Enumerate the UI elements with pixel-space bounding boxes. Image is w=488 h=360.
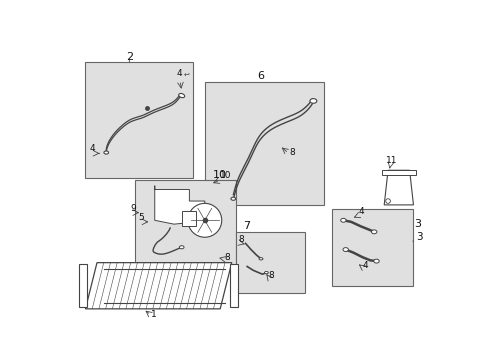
Bar	[182, 211, 195, 226]
Text: 11: 11	[385, 156, 396, 165]
Text: 8: 8	[224, 253, 229, 262]
Ellipse shape	[230, 197, 235, 200]
Bar	[85, 62, 193, 178]
Bar	[235, 232, 305, 293]
Ellipse shape	[373, 259, 378, 263]
Ellipse shape	[309, 99, 316, 103]
Text: 8: 8	[238, 235, 243, 244]
Bar	[381, 170, 415, 175]
Text: 10: 10	[220, 171, 231, 180]
Bar	[204, 82, 324, 205]
Ellipse shape	[264, 271, 268, 274]
Polygon shape	[85, 263, 231, 309]
Bar	[230, 264, 238, 307]
Text: $\hookleftarrow$: $\hookleftarrow$	[182, 70, 191, 77]
Text: 4: 4	[89, 144, 95, 153]
Text: 6: 6	[257, 71, 264, 81]
Ellipse shape	[340, 219, 346, 222]
Ellipse shape	[259, 258, 263, 260]
Text: 9: 9	[130, 204, 136, 213]
Text: 5: 5	[138, 213, 144, 222]
Text: 1: 1	[151, 310, 156, 319]
Polygon shape	[384, 170, 413, 205]
Bar	[79, 264, 87, 307]
Text: 4: 4	[176, 68, 182, 77]
Bar	[135, 180, 235, 265]
Circle shape	[385, 199, 389, 203]
Ellipse shape	[342, 248, 347, 252]
Text: 8: 8	[268, 271, 274, 280]
Text: 10: 10	[213, 170, 227, 180]
Ellipse shape	[371, 230, 376, 234]
Text: 3: 3	[416, 231, 422, 242]
Text: 3: 3	[414, 219, 421, 229]
Text: 8: 8	[289, 148, 295, 157]
Polygon shape	[154, 186, 204, 224]
Bar	[331, 209, 412, 286]
Text: 4: 4	[362, 261, 367, 270]
Circle shape	[187, 203, 221, 237]
Ellipse shape	[179, 246, 183, 249]
Text: 4: 4	[358, 207, 364, 216]
Ellipse shape	[104, 151, 108, 154]
Ellipse shape	[178, 94, 184, 98]
Text: 7: 7	[243, 221, 250, 231]
Text: 2: 2	[125, 52, 133, 62]
